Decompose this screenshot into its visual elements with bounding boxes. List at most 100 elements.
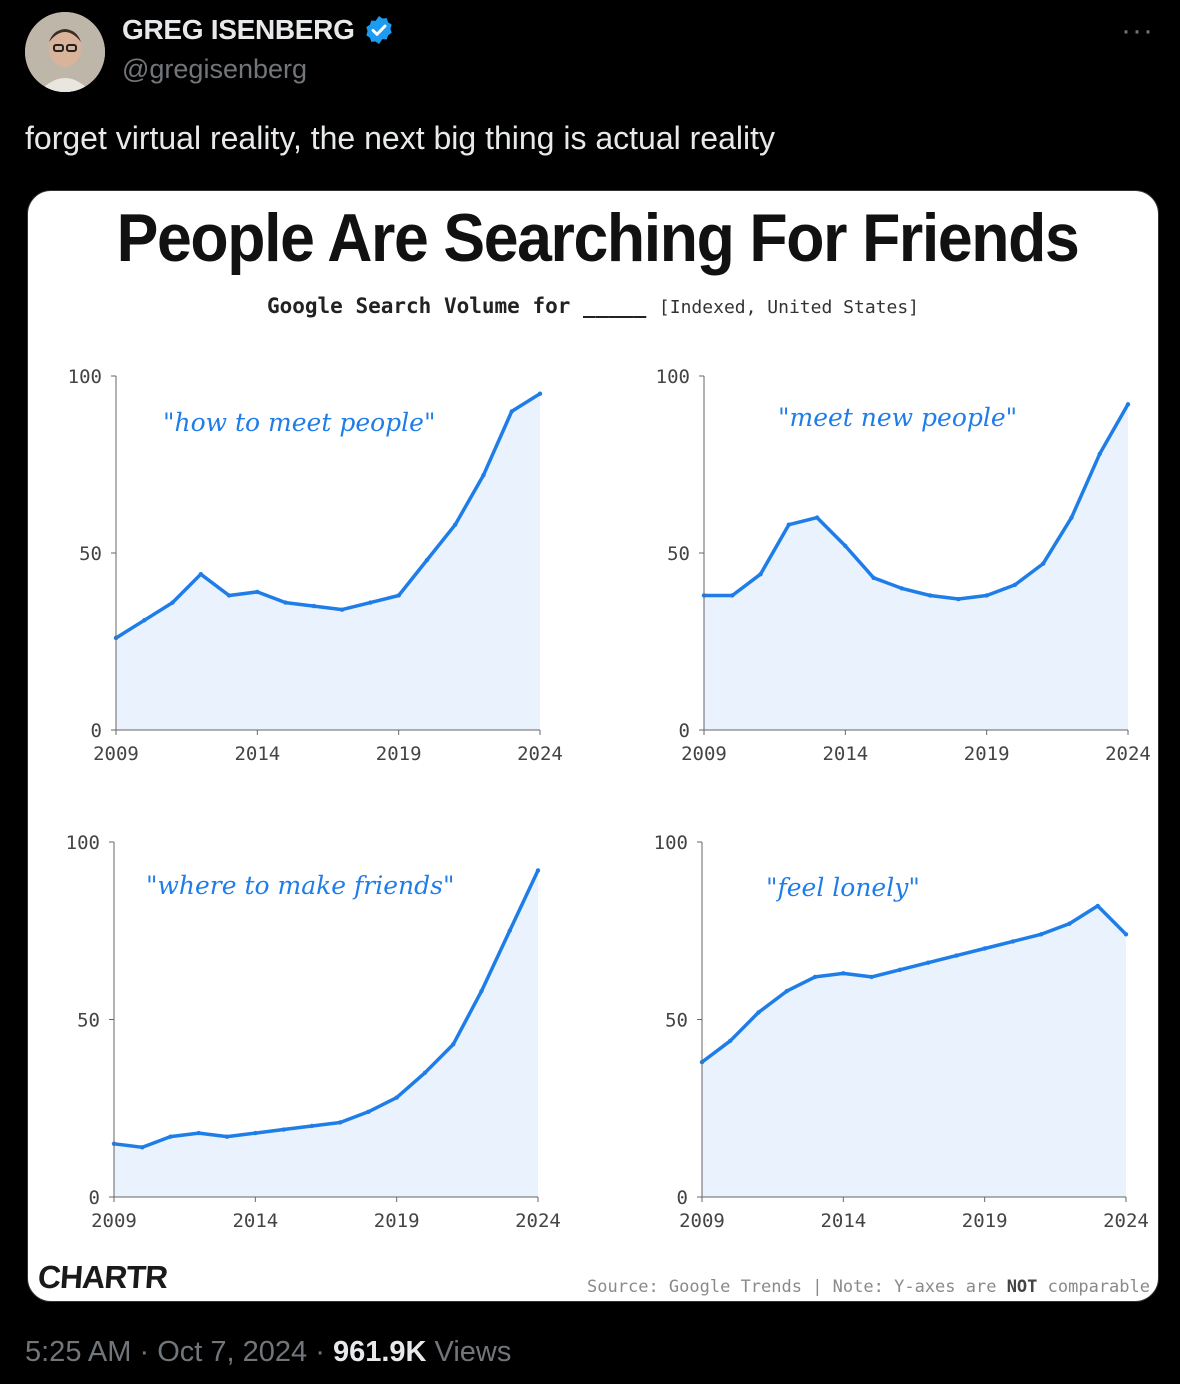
tweet-date[interactable]: Oct 7, 2024: [157, 1336, 308, 1368]
data-point: [198, 572, 203, 577]
x-tick-label: 2014: [234, 743, 280, 765]
data-point: [394, 1095, 399, 1100]
x-tick-label: 2024: [517, 743, 563, 765]
series-area: [114, 870, 538, 1197]
x-tick-label: 2019: [964, 743, 1010, 765]
chart-panel-1: 0 50 100 2009 2014 2019 2024 "how to meet peopl…: [68, 366, 563, 765]
x-tick-label: 2019: [962, 1210, 1008, 1232]
y-tick-label: 100: [654, 832, 688, 854]
chart-panel-3: 0 50 100 2009 2014 2019 2024 "where to make fri…: [66, 832, 561, 1232]
data-point: [786, 522, 791, 527]
data-point: [481, 472, 486, 478]
source-prefix: Source: Google Trends | Note: Y-axes are: [587, 1277, 1007, 1297]
x-tick-label: 2024: [1105, 743, 1151, 765]
data-point: [142, 618, 147, 623]
y-tick-label: 50: [77, 1010, 100, 1032]
data-point: [226, 593, 232, 598]
series-area: [702, 905, 1126, 1197]
x-tick-label: 2014: [820, 1210, 866, 1232]
data-point: [843, 543, 848, 549]
tweet-meta: 5:25 AM · Oct 7, 2024 · 961.9K Views: [25, 1336, 511, 1369]
subtitle-main: Google Search Volume for _____: [266, 294, 647, 318]
data-point: [196, 1130, 201, 1136]
y-tick-label: 100: [656, 366, 690, 388]
data-point: [283, 600, 288, 605]
data-point: [368, 600, 373, 605]
data-point: [170, 600, 175, 605]
data-point: [1041, 561, 1046, 566]
data-point: [758, 572, 763, 577]
data-point: [1097, 451, 1102, 457]
avatar-photo: [25, 12, 105, 92]
data-point: [339, 607, 345, 612]
data-point: [756, 1010, 761, 1015]
data-point: [927, 593, 933, 598]
series-area: [704, 404, 1128, 730]
chart-label: "feel lonely": [766, 873, 920, 902]
data-point: [366, 1109, 371, 1114]
x-tick-label: 2009: [681, 743, 727, 765]
source-note: Source: Google Trends | Note: Y-axes are…: [587, 1277, 1150, 1297]
y-tick-label: 0: [677, 1187, 688, 1209]
data-point: [1067, 921, 1072, 926]
author-handle[interactable]: @gregisenberg: [122, 54, 308, 84]
y-tick-label: 0: [91, 720, 102, 742]
y-tick-label: 100: [68, 366, 102, 388]
data-point: [982, 946, 987, 951]
series-area: [116, 393, 540, 730]
x-tick-label: 2024: [515, 1210, 561, 1232]
data-point: [956, 596, 961, 602]
y-tick-label: 50: [665, 1010, 688, 1032]
data-point: [537, 391, 543, 396]
chart-label: "where to make friends": [146, 871, 454, 900]
data-point: [1012, 582, 1018, 588]
x-tick-label: 2009: [91, 1210, 137, 1232]
data-point: [224, 1134, 230, 1139]
data-point: [871, 575, 876, 580]
data-point: [451, 1042, 456, 1047]
verified-badge-icon: [365, 16, 392, 44]
tweet-text: forget virtual reality, the next big thi…: [25, 120, 775, 156]
x-tick-label: 2019: [374, 1210, 420, 1232]
x-tick-label: 2014: [232, 1210, 278, 1232]
avatar[interactable]: [25, 12, 105, 92]
x-tick-label: 2014: [822, 743, 868, 765]
chart-panel-4: 0 50 100 2009 2014 2019 2024 "feel lonely": [654, 832, 1149, 1232]
data-point: [253, 1130, 258, 1136]
data-point: [869, 974, 874, 980]
data-point: [925, 960, 931, 965]
author-name[interactable]: GREG ISENBERG: [122, 14, 355, 45]
data-point: [168, 1134, 173, 1139]
tweet-time[interactable]: 5:25 AM: [25, 1336, 132, 1368]
chartr-logo: CHARTR: [36, 1259, 169, 1295]
data-point: [814, 515, 820, 520]
x-tick-label: 2009: [679, 1210, 725, 1232]
data-point: [309, 1123, 315, 1129]
data-point: [311, 603, 317, 609]
data-point: [479, 988, 484, 994]
more-options-icon[interactable]: ···: [1121, 14, 1154, 47]
data-point: [281, 1127, 286, 1132]
data-point: [784, 988, 789, 994]
y-tick-label: 0: [679, 720, 690, 742]
views-label: Views: [434, 1336, 512, 1368]
data-point: [422, 1070, 428, 1075]
y-tick-label: 100: [66, 832, 100, 854]
data-point: [954, 953, 959, 958]
x-tick-label: 2019: [376, 743, 422, 765]
data-point: [1125, 402, 1131, 407]
series-line: [113, 869, 540, 1150]
data-point: [535, 868, 541, 873]
data-point: [509, 409, 514, 414]
data-point: [899, 586, 905, 591]
data-point: [728, 1038, 733, 1043]
data-point: [730, 593, 735, 598]
tweet-image[interactable]: People Are Searching For Friends Google …: [27, 190, 1159, 1302]
chart-panel-2: 0 50 100 2009 2014 2019 2024 "meet new people": [656, 366, 1151, 765]
separator: ·: [315, 1336, 325, 1368]
infographic-subtitle: Google Search Volume for _____ [Indexed,…: [28, 294, 1158, 318]
chart-label: "how to meet people": [163, 408, 435, 437]
data-point: [1123, 932, 1129, 937]
data-point: [396, 593, 401, 598]
data-point: [1010, 939, 1016, 944]
